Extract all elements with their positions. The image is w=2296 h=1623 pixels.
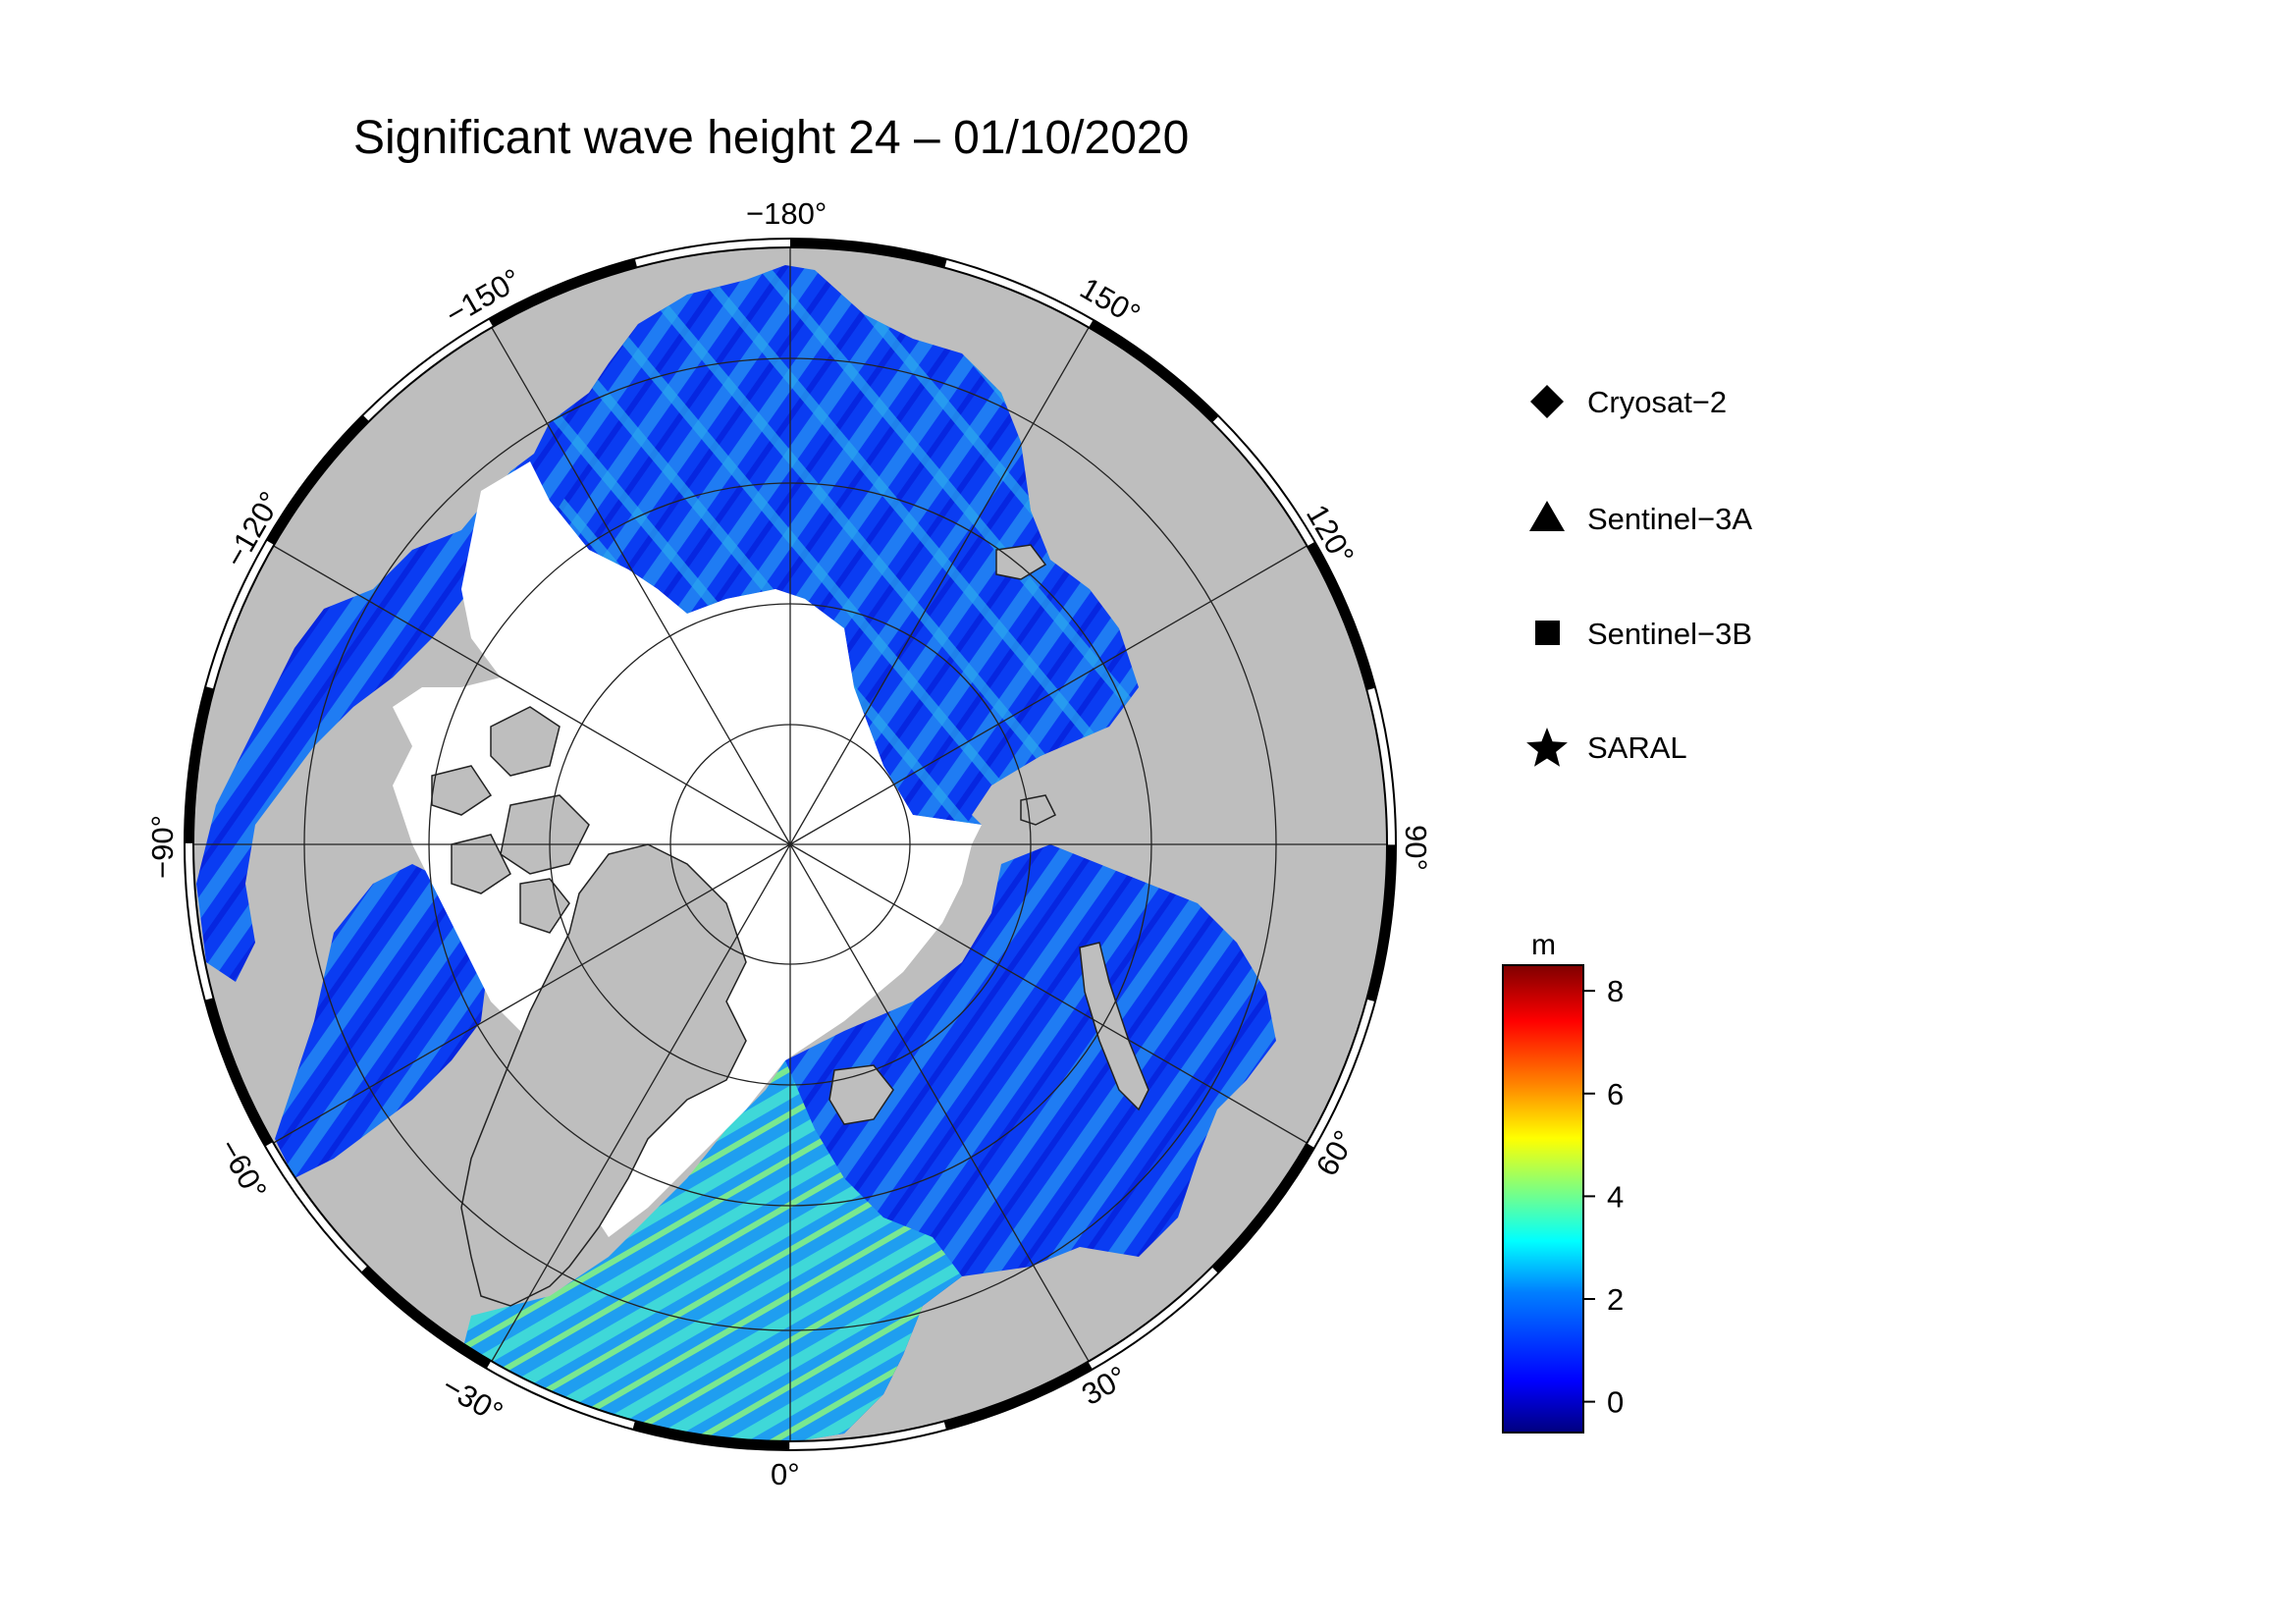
diamond-icon (1530, 385, 1564, 418)
lon-label-150: 150° (1075, 271, 1147, 332)
colorbar-ticks: 8 6 4 2 0 (1583, 974, 1624, 1420)
novaya-zemlya (1079, 942, 1149, 1111)
square-icon (1535, 621, 1560, 645)
legend-item-saral: SARAL (1526, 728, 1687, 767)
greenland (460, 843, 747, 1307)
legend-item-sentinel-3a: Sentinel−3A (1529, 501, 1752, 536)
satellite-legend: Cryosat−2 Sentinel−3A Sentinel−3B SARAL (1526, 385, 1752, 767)
colorbar-tick-label: 2 (1607, 1282, 1624, 1317)
legend-item-sentinel-3b: Sentinel−3B (1535, 617, 1752, 651)
triangle-icon (1529, 501, 1565, 531)
svalbard (828, 1064, 894, 1125)
lon-label-minus-30: −30° (437, 1369, 509, 1431)
ocean-pacific-overlay (530, 265, 1139, 825)
colorbar-tick-label: 6 (1607, 1077, 1624, 1111)
new-siberian-islands (995, 544, 1057, 826)
legend-item-cryosat: Cryosat−2 (1530, 385, 1727, 419)
colorbar: m 8 6 4 2 0 (1502, 929, 1624, 1434)
legend-label-saral: SARAL (1587, 730, 1687, 765)
map-area (184, 238, 1397, 1451)
colorbar-gradient (1502, 964, 1584, 1434)
lon-label-minus-90: −90° (145, 815, 180, 879)
map-title: Significant wave height 24 – 01/10/2020 (353, 112, 1189, 164)
colorbar-unit: m (1531, 929, 1556, 961)
star-icon (1526, 728, 1568, 767)
lon-label-90: 90° (1399, 825, 1433, 871)
colorbar-tick-label: 4 (1607, 1179, 1624, 1214)
lon-label-minus-180: −180° (746, 196, 827, 231)
canadian-islands (431, 706, 590, 934)
colorbar-tick-label: 8 (1607, 974, 1624, 1008)
colorbar-tick-label: 0 (1607, 1385, 1624, 1420)
legend-label-cryosat: Cryosat−2 (1587, 385, 1727, 419)
lon-label-0: 0° (771, 1457, 800, 1491)
legend-label-sentinel-3b: Sentinel−3B (1587, 617, 1752, 651)
ocean-norwegian-sector (461, 1060, 962, 1441)
meridians (193, 247, 1387, 1441)
legend-label-sentinel-3a: Sentinel−3A (1587, 502, 1752, 536)
map-frame-dashes (185, 239, 1396, 1450)
lon-label-60: 60° (1309, 1124, 1362, 1181)
ocean-baffin-sector (275, 864, 491, 1178)
